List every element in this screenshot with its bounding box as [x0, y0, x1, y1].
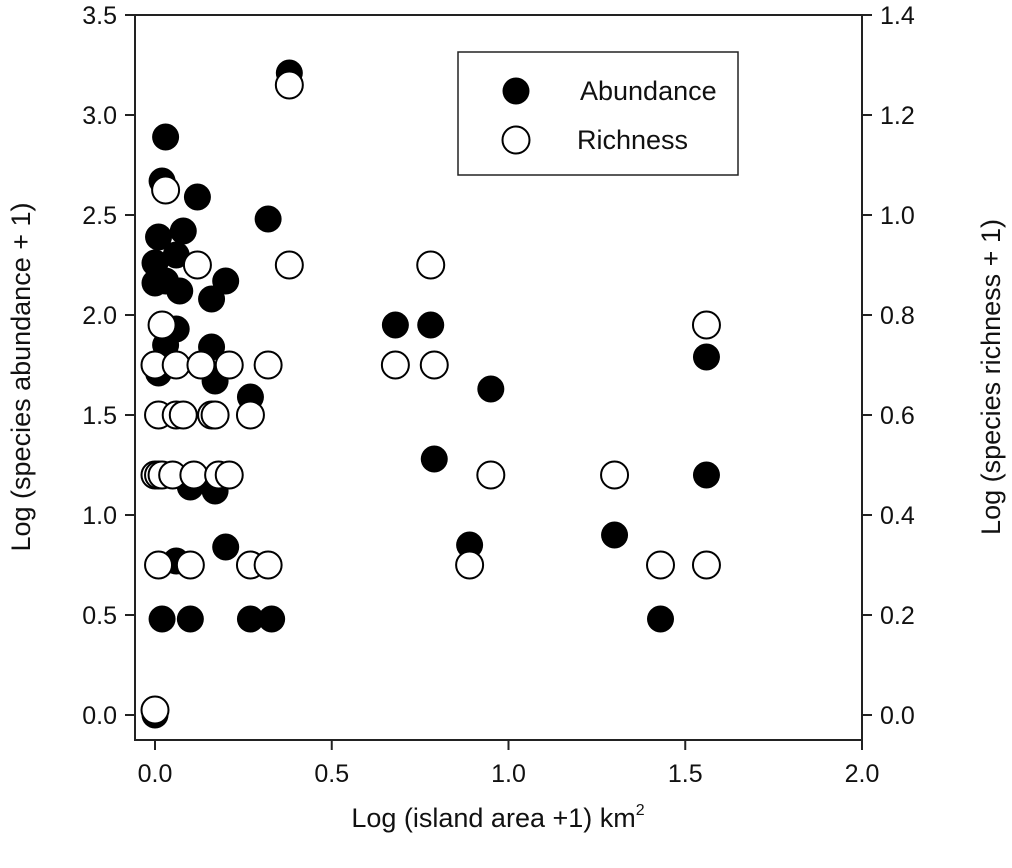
- x-tick-label: 1.5: [668, 760, 703, 788]
- abundance-point: [212, 533, 240, 561]
- richness-point: [186, 350, 216, 380]
- richness-point: [151, 175, 181, 205]
- y-right-axis-ticks: 0.0 0.2 0.4 0.6 0.8 1.0 1.2 1.4: [862, 2, 915, 730]
- legend-box: [457, 51, 739, 176]
- abundance-point: [417, 311, 445, 339]
- richness-point: [274, 250, 304, 280]
- richness-point: [600, 460, 630, 490]
- richness-point: [140, 695, 170, 725]
- plot-frame: [134, 14, 863, 741]
- abundance-point: [169, 217, 197, 245]
- y-left-axis-label: Log (species abundance + 1): [6, 203, 36, 552]
- richness-point: [274, 70, 304, 100]
- x-tick-label: 1.0: [491, 760, 526, 788]
- y-left-tick-label: 0.0: [82, 702, 117, 730]
- abundance-point: [148, 605, 176, 633]
- legend-label-abundance: Abundance: [580, 76, 717, 106]
- x-axis-ticks: 0.0 0.5 1.0 1.5 2.0: [138, 740, 880, 788]
- richness-point: [476, 460, 506, 490]
- y-right-tick-label: 0.2: [880, 602, 915, 630]
- richness-point: [179, 460, 209, 490]
- richness-point: [214, 460, 244, 490]
- y-right-tick-label: 0.4: [880, 502, 915, 530]
- richness-point: [175, 550, 205, 580]
- abundance-point: [477, 375, 505, 403]
- abundance-point: [254, 205, 282, 233]
- y-right-tick-label: 1.0: [880, 202, 915, 230]
- y-left-tick-label: 3.0: [82, 102, 117, 130]
- y-right-tick-label: 1.4: [880, 2, 915, 30]
- abundance-point: [152, 123, 180, 151]
- y-left-tick-label: 3.5: [82, 2, 117, 30]
- y-left-tick-label: 0.5: [82, 602, 117, 630]
- richness-point: [200, 400, 230, 430]
- richness-point: [455, 550, 485, 580]
- legend: Abundance Richness: [457, 51, 739, 176]
- abundance-point: [692, 461, 720, 489]
- abundance-point: [166, 277, 194, 305]
- x-axis-label: Log (island area +1) km2: [351, 802, 644, 833]
- abundance-point: [145, 223, 173, 251]
- richness-point: [147, 310, 177, 340]
- richness-point: [144, 550, 174, 580]
- abundance-point: [236, 605, 264, 633]
- richness-point: [161, 350, 191, 380]
- legend-marker-abundance: [502, 77, 530, 105]
- y-right-tick-label: 0.0: [880, 702, 915, 730]
- richness-point: [253, 550, 283, 580]
- abundance-point: [198, 285, 226, 313]
- richness-point: [416, 250, 446, 280]
- richness-point: [691, 310, 721, 340]
- y-left-tick-label: 2.0: [82, 302, 117, 330]
- abundance-point: [456, 531, 484, 559]
- y-right-tick-label: 0.8: [880, 302, 915, 330]
- x-tick-label: 0.0: [138, 760, 173, 788]
- richness-point: [168, 400, 198, 430]
- richness-point: [380, 350, 410, 380]
- legend-marker-richness: [501, 125, 531, 155]
- richness-point: [419, 350, 449, 380]
- richness-point: [182, 250, 212, 280]
- abundance-point: [420, 445, 448, 473]
- y-right-axis-label: Log (species richness + 1): [976, 219, 1006, 535]
- y-left-axis-ticks: 0.0 0.5 1.0 1.5 2.0 2.5 3.0 3.5: [82, 2, 135, 730]
- legend-label-richness: Richness: [577, 125, 688, 155]
- y-left-tick-label: 1.0: [82, 502, 117, 530]
- data-points: [140, 59, 721, 729]
- abundance-point: [692, 343, 720, 371]
- x-tick-label: 2.0: [845, 760, 880, 788]
- y-right-tick-label: 1.2: [880, 102, 915, 130]
- abundance-point: [601, 521, 629, 549]
- abundance-point: [183, 183, 211, 211]
- abundance-point: [258, 605, 286, 633]
- richness-point: [235, 400, 265, 430]
- richness-point: [214, 350, 244, 380]
- abundance-point: [647, 605, 675, 633]
- y-left-tick-label: 2.5: [82, 202, 117, 230]
- x-axis-label-superscript: 2: [636, 802, 645, 819]
- x-tick-label: 0.5: [314, 760, 349, 788]
- abundance-point: [162, 241, 190, 269]
- abundance-point: [381, 311, 409, 339]
- richness-point: [253, 350, 283, 380]
- y-right-tick-label: 0.6: [880, 402, 915, 430]
- richness-point: [646, 550, 676, 580]
- abundance-point: [176, 605, 204, 633]
- richness-point: [691, 550, 721, 580]
- y-left-tick-label: 1.5: [82, 402, 117, 430]
